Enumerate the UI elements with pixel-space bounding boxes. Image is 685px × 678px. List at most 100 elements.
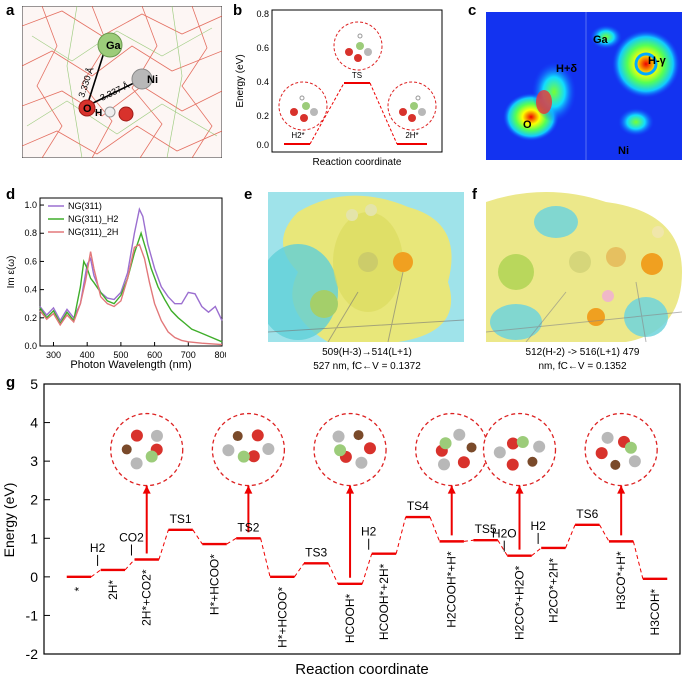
d-series-2 bbox=[39, 243, 223, 346]
g-ytick-7: -2 bbox=[26, 646, 39, 662]
g-state-label-1: 2H* bbox=[106, 580, 120, 600]
g-connector-12 bbox=[497, 539, 508, 556]
g-ts-label-3: TS4 bbox=[407, 499, 429, 513]
g-state-label-9: H2CO*+2H* bbox=[546, 558, 560, 623]
g-snapshot-0-atom-1 bbox=[145, 450, 158, 463]
g-ytick-6: -1 bbox=[26, 607, 39, 623]
g-molecule-label-0: H2 bbox=[90, 541, 106, 555]
ga-label: Ga bbox=[106, 40, 122, 52]
d-xlabel: Photon Wavelength (nm) bbox=[70, 359, 191, 371]
ni-atom bbox=[131, 68, 153, 90]
g-snapshot-4-atom-2 bbox=[533, 440, 546, 453]
g-connector-0 bbox=[90, 569, 101, 578]
g-connector-10 bbox=[429, 516, 440, 542]
e-caption-line1: 509(H-3)→514(L+1) bbox=[322, 347, 412, 358]
panel-b-letter: b bbox=[233, 2, 243, 19]
g-snapshot-4-atom-3 bbox=[527, 456, 538, 467]
d-ylabel: Im ε(ω) bbox=[6, 256, 17, 289]
g-snapshot-3 bbox=[415, 412, 489, 487]
g-snapshot-3-atom-2 bbox=[453, 428, 466, 441]
g-molecule-label-4: H2 bbox=[530, 519, 546, 533]
d-legend-1: NG(311)_H2 bbox=[68, 214, 118, 224]
ni-label: Ni bbox=[147, 74, 158, 86]
g-snapshot-3-arrowhead bbox=[447, 485, 456, 494]
g-state-label-11: H3COH* bbox=[648, 588, 662, 635]
b-xlabel: Reaction coordinate bbox=[313, 157, 402, 168]
g-snapshot-4-arrowhead bbox=[515, 485, 524, 494]
g-snapshot-2-arrowhead bbox=[346, 485, 355, 494]
g-state-label-5: HCOOH* bbox=[343, 593, 357, 643]
panel-f-letter: f bbox=[472, 186, 477, 203]
g-state-label-4: H*+HCOO* bbox=[275, 587, 289, 648]
b-ytick-3: 0.2 bbox=[256, 111, 269, 121]
g-snapshot-1-atom-4 bbox=[251, 429, 264, 442]
g-snapshot-2-atom-3 bbox=[353, 430, 364, 441]
d-legend-2: NG(311)_2H bbox=[68, 227, 118, 237]
g-snapshot-0-atom-2 bbox=[130, 457, 143, 470]
g-snapshot-0-atom-4 bbox=[130, 429, 143, 442]
g-snapshot-1-atom-3 bbox=[232, 431, 243, 442]
g-snapshot-4 bbox=[482, 412, 557, 487]
f-caption-line2: nm, fC←V = 0.1352 bbox=[538, 361, 627, 372]
g-connector-2 bbox=[158, 529, 169, 560]
g-state-label-3: H*+HCOO* bbox=[208, 554, 222, 615]
d-ytick-5: 1.0 bbox=[24, 200, 37, 210]
g-connector-15 bbox=[599, 524, 610, 542]
g-connector-16 bbox=[632, 541, 644, 579]
g-snapshot-5-atom-4 bbox=[595, 447, 608, 460]
g-snapshot-2-atom-4 bbox=[363, 442, 376, 455]
c-h-plus-label: H+δ bbox=[556, 63, 577, 75]
d-series-1 bbox=[39, 230, 223, 343]
d-xtick-3: 600 bbox=[147, 350, 162, 360]
g-snapshot-5-atom-1 bbox=[624, 441, 637, 454]
g-snapshot-0-atom-3 bbox=[121, 444, 132, 455]
panel-a-structure: Ga Ni O H 3.330 Å 3.337 Å bbox=[22, 6, 222, 158]
panel-g-letter: g bbox=[6, 374, 16, 391]
e-atom-3 bbox=[365, 204, 377, 216]
g-snapshot-3-atom-5 bbox=[438, 458, 451, 471]
g-snapshot-5-arrowhead bbox=[617, 485, 626, 494]
panel-c-density-map: Ga H+δ H-γ O Ni bbox=[486, 12, 682, 160]
g-snapshot-1 bbox=[211, 412, 286, 487]
g-connector-5 bbox=[260, 538, 271, 577]
g-ylabel: Energy (eV) bbox=[1, 483, 17, 558]
f-ga-atom bbox=[498, 254, 534, 290]
panel-a-letter: a bbox=[6, 2, 15, 19]
g-ts-label-1: TS2 bbox=[237, 520, 259, 534]
g-ytick-0: 5 bbox=[30, 378, 38, 392]
f-atom-3 bbox=[652, 226, 664, 238]
h-label: H bbox=[95, 108, 102, 119]
g-ytick-2: 3 bbox=[30, 453, 38, 469]
g-molecule-label-1: CO2 bbox=[119, 531, 144, 545]
b-state-final: 2H* bbox=[405, 131, 418, 140]
g-connector-7 bbox=[327, 563, 339, 585]
d-ytick-2: 0.4 bbox=[24, 285, 37, 295]
g-ytick-3: 2 bbox=[30, 492, 38, 508]
g-ytick-4: 1 bbox=[30, 530, 38, 546]
e-ga-atom bbox=[310, 290, 338, 318]
g-ts-label-2: TS3 bbox=[305, 545, 327, 559]
d-xtick-0: 300 bbox=[46, 350, 61, 360]
g-snapshot-4-atom-0 bbox=[506, 437, 519, 450]
g-connector-14 bbox=[565, 524, 576, 549]
panel-e-orbital bbox=[268, 192, 464, 342]
b-ytick-4: 0.0 bbox=[256, 140, 269, 150]
b-ytick-1: 0.6 bbox=[256, 43, 269, 53]
f-atom-4 bbox=[602, 290, 614, 302]
b-ytick-2: 0.4 bbox=[256, 77, 269, 87]
g-ts-label-5: TS6 bbox=[576, 507, 598, 521]
g-snapshot-1-atom-0 bbox=[247, 450, 260, 463]
o-atom-2 bbox=[118, 106, 134, 122]
b-state-ts: TS bbox=[352, 71, 362, 80]
g-snapshot-1-atom-1 bbox=[237, 450, 250, 463]
g-snapshot-1-atom-2 bbox=[222, 444, 235, 457]
o-label: O bbox=[83, 103, 92, 115]
g-molecule-label-2: H2 bbox=[361, 525, 377, 539]
b-state-initial: H2* bbox=[291, 131, 304, 140]
panel-e-letter: e bbox=[244, 186, 253, 203]
g-snapshot-1-arrowhead bbox=[244, 485, 253, 494]
g-snapshot-3-atom-3 bbox=[466, 442, 477, 453]
panel-e-caption: 509(H-3)→514(L+1) 527 nm, fC←V = 0.1372 bbox=[262, 346, 472, 374]
b-ylabel: Energy (eV) bbox=[235, 54, 246, 107]
g-connector-1 bbox=[124, 559, 135, 571]
